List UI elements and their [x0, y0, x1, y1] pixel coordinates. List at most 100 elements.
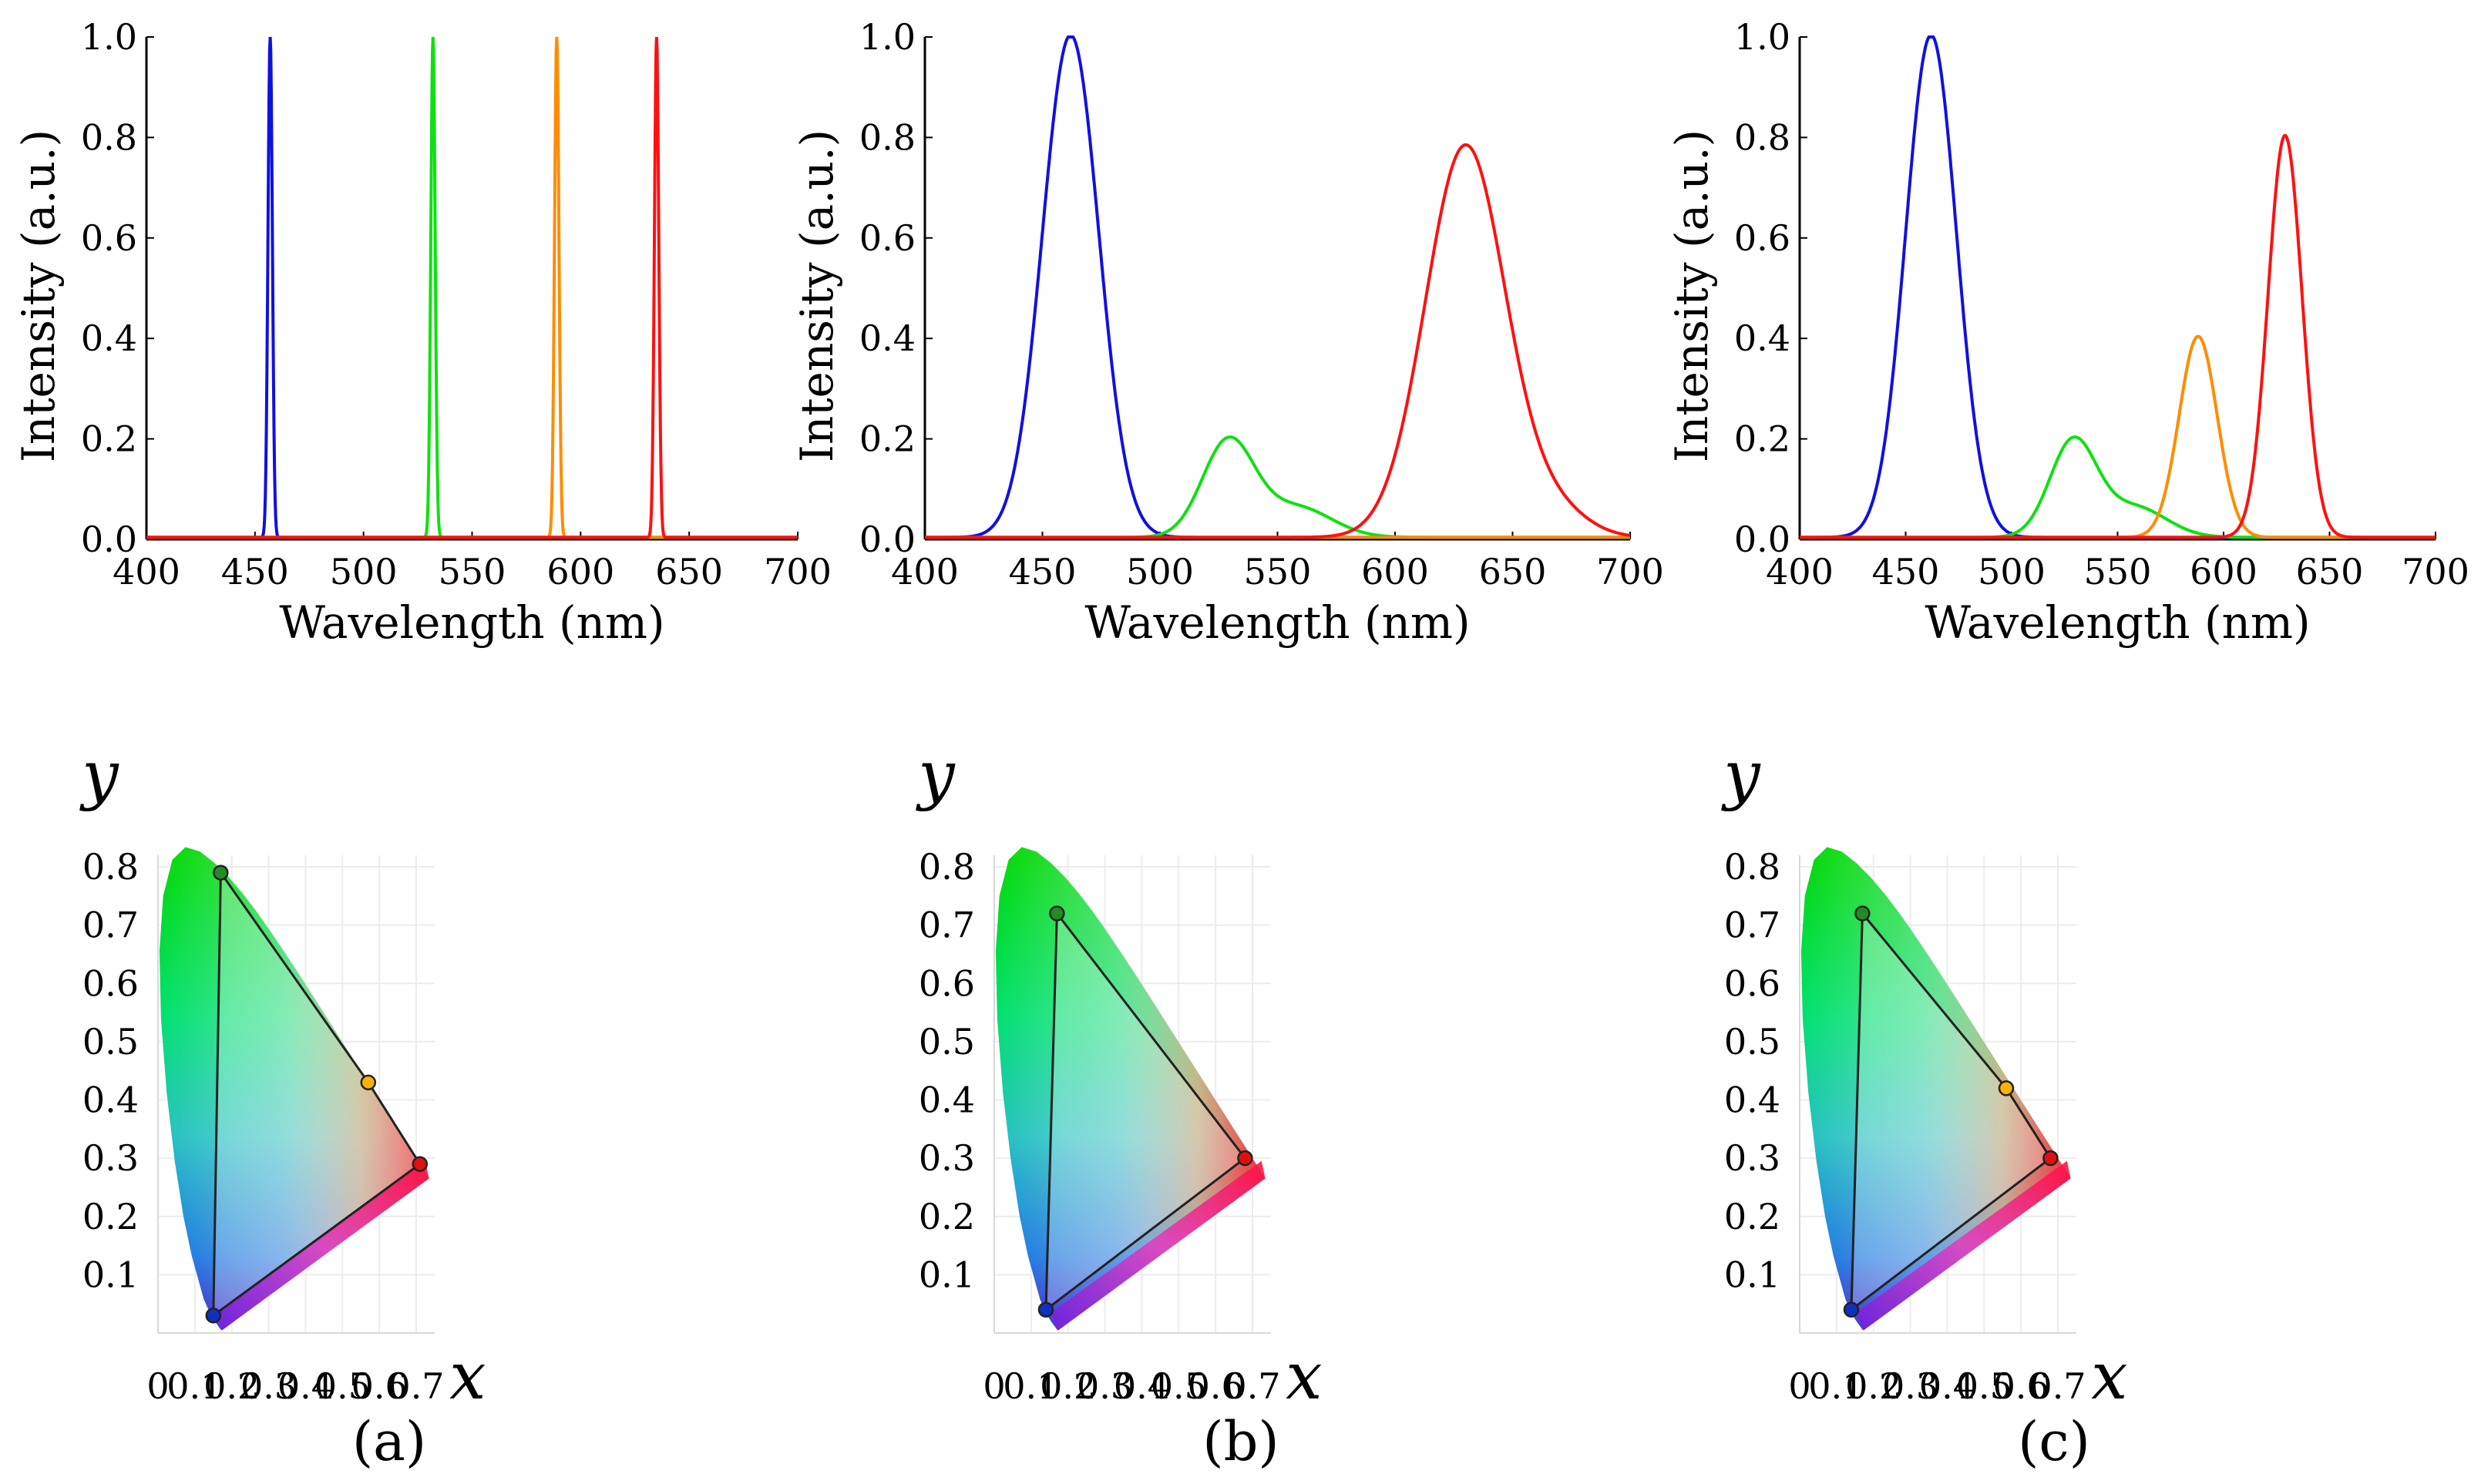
x-tick-label: 400 — [891, 551, 959, 593]
primary-point-red — [1237, 1150, 1253, 1167]
primary-point-orange — [1998, 1080, 2015, 1096]
chromaticity-panel-c-chromaticity: 00.10.20.30.40.50.60.70.10.20.30.40.50.6… — [1720, 737, 2127, 1473]
y-tick-label: 0.6 — [1724, 962, 1780, 1004]
y-tick-label: 1.0 — [859, 16, 916, 58]
x-tick-label: 0.5 — [1151, 1365, 1207, 1407]
x-tick-label: 0.7 — [388, 1365, 444, 1407]
x-axis-title: x — [2091, 1338, 2127, 1414]
x-tick-label: 0 — [146, 1365, 169, 1407]
x-tick-label: 450 — [1009, 551, 1077, 593]
series-line-red — [1800, 133, 2436, 539]
x-tick-label: 450 — [221, 551, 289, 593]
x-axis-title: Wavelength (nm) — [279, 596, 664, 649]
x-tick-label: 400 — [1766, 551, 1834, 593]
x-axis-title: x — [449, 1338, 486, 1414]
y-tick-label: 0.2 — [1724, 1196, 1780, 1237]
y-tick-label: 0.0 — [81, 519, 137, 560]
y-tick-label: 0.2 — [919, 1196, 975, 1237]
x-tick-label: 700 — [2402, 551, 2469, 593]
x-tick-label: 600 — [546, 551, 614, 593]
x-tick-label: 500 — [1126, 551, 1194, 593]
y-tick-label: 0.3 — [82, 1137, 139, 1179]
x-tick-label: 0.3 — [1882, 1365, 1938, 1407]
y-tick-label: 0.6 — [919, 962, 975, 1004]
x-tick-label: 0.5 — [1956, 1365, 2012, 1407]
x-tick-label: 0.4 — [277, 1365, 334, 1407]
x-axis-title: x — [1286, 1338, 1322, 1414]
primary-point-blue — [1037, 1301, 1054, 1318]
x-tick-label: 600 — [2190, 551, 2257, 593]
y-tick-label: 1.0 — [1734, 16, 1790, 58]
panel-caption: (a) — [352, 1410, 426, 1473]
y-tick-label: 0.6 — [81, 217, 137, 259]
x-tick-label: 0.7 — [2029, 1365, 2086, 1407]
x-tick-label: 0.4 — [1114, 1365, 1170, 1407]
series-line-blue — [146, 36, 798, 539]
spectrum-panel-b-spectrum: 400 450 500 550 600 650 700 0.0 0.2 0.4 0.6 0.8 1.0 W… — [791, 16, 1664, 649]
y-tick-label: 0.4 — [1734, 317, 1790, 359]
series-line-green — [1800, 435, 2436, 539]
y-tick-label: 0.8 — [919, 846, 975, 888]
x-tick-label: 0.6 — [1993, 1365, 2049, 1407]
x-tick-label: 700 — [764, 551, 832, 593]
y-tick-label: 0.0 — [859, 519, 916, 560]
x-tick-label: 450 — [1872, 551, 1940, 593]
y-tick-label: 0.1 — [82, 1254, 139, 1295]
x-tick-label: 0.7 — [1224, 1365, 1280, 1407]
x-tick-label: 500 — [330, 551, 398, 593]
x-tick-label: 550 — [1244, 551, 1312, 593]
series-line-red — [925, 143, 1631, 539]
y-tick-label: 0.4 — [919, 1079, 975, 1121]
y-tick-label: 0.4 — [81, 317, 137, 359]
series-line-blue — [1800, 35, 2436, 539]
x-tick-label: 0.2 — [1845, 1365, 1901, 1407]
y-axis-title: y — [1720, 737, 1761, 812]
y-tick-label: 0.8 — [859, 116, 916, 158]
primary-point-green — [1854, 905, 1871, 922]
gamut-polygon — [1044, 910, 1247, 1312]
y-tick-label: 0.4 — [859, 317, 916, 359]
y-tick-label: 0.4 — [1724, 1079, 1780, 1121]
x-tick-label: 0 — [1788, 1365, 1810, 1407]
chromaticity-panel-a-chromaticity: 00.10.20.30.40.50.60.70.10.20.30.40.50.6… — [79, 737, 486, 1473]
spectrum-panel-c-spectrum: 400 450 500 550 600 650 700 0.0 0.2 0.4 0.6 0.8 1.0 W… — [1666, 16, 2469, 649]
y-tick-label: 1.0 — [81, 16, 137, 58]
y-tick-label: 0.7 — [1724, 905, 1780, 946]
x-tick-label: 0.3 — [240, 1365, 297, 1407]
purple-line — [1856, 1160, 2071, 1331]
primary-point-red — [2042, 1150, 2059, 1167]
y-tick-label: 0.8 — [1724, 846, 1780, 888]
chromaticity-panel-b-chromaticity: 00.10.20.30.40.50.60.70.10.20.30.40.50.6… — [915, 737, 1322, 1473]
primary-point-blue — [205, 1308, 222, 1324]
y-tick-label: 0.3 — [1724, 1137, 1780, 1179]
panel-caption: (c) — [2018, 1410, 2090, 1473]
series-line-blue — [925, 35, 1630, 539]
y-axis-title: y — [915, 737, 956, 812]
x-tick-label: 600 — [1361, 551, 1429, 593]
y-tick-label: 0.7 — [919, 905, 975, 946]
y-tick-label: 0.8 — [81, 116, 137, 158]
y-tick-label: 0.8 — [82, 846, 139, 888]
y-tick-label: 0.6 — [1734, 217, 1790, 259]
y-tick-label: 0.4 — [82, 1079, 139, 1121]
y-tick-label: 0.5 — [82, 1021, 139, 1063]
x-tick-label: 0.1 — [1003, 1365, 1059, 1407]
y-tick-label: 0.6 — [82, 962, 139, 1004]
y-axis-title: Intensity (a.u.) — [12, 129, 65, 462]
x-tick-label: 650 — [655, 551, 723, 593]
primary-point-green — [213, 865, 229, 881]
y-tick-label: 0.3 — [919, 1137, 975, 1179]
spectrum-panel-a-spectrum: 400 450 500 550 600 650 700 0.0 0.2 0.4 0.6 0.8 1.0 W… — [12, 16, 832, 649]
x-tick-label: 700 — [1596, 551, 1664, 593]
y-tick-label: 0.5 — [919, 1021, 975, 1063]
x-tick-label: 0.5 — [314, 1365, 371, 1407]
x-axis-title: Wavelength (nm) — [1084, 596, 1470, 649]
primary-point-orange — [360, 1074, 377, 1091]
y-tick-label: 0.6 — [859, 217, 916, 259]
series-line-green — [146, 36, 798, 539]
primary-point-blue — [1843, 1301, 1860, 1318]
x-tick-label: 0.1 — [166, 1365, 223, 1407]
x-tick-label: 0.6 — [351, 1365, 408, 1407]
series-line-red — [146, 36, 798, 539]
